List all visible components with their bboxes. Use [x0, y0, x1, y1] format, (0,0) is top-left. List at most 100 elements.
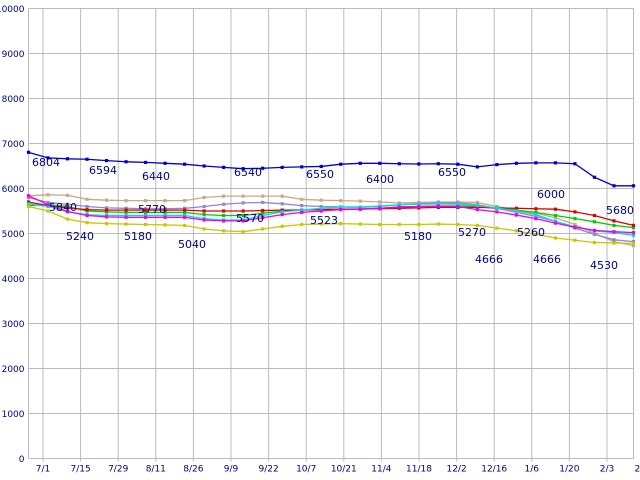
series-olive-marker — [456, 222, 460, 227]
y-tick-label: 5000 — [2, 230, 25, 240]
y-tick-label: 6000 — [2, 185, 25, 195]
x-tick-label: 7/1 — [36, 465, 50, 475]
series-red-marker — [592, 213, 597, 218]
series-red-marker — [261, 208, 265, 213]
series-cyan-marker — [183, 213, 187, 218]
series-lavender-marker — [319, 204, 323, 209]
series-olive-marker — [475, 223, 479, 227]
series-tan-path — [28, 194, 634, 247]
series-blue-marker — [495, 163, 499, 167]
series-blue-marker — [436, 162, 440, 166]
series-red-marker — [222, 209, 226, 213]
data-label: 5770 — [138, 203, 166, 216]
series-tan-marker — [475, 200, 479, 205]
x-tick-label: 2/3 — [600, 465, 614, 475]
series-tan-marker — [124, 199, 128, 203]
series-lavender-path — [28, 196, 634, 243]
data-label: 5180 — [404, 230, 432, 243]
series-olive-marker — [144, 222, 148, 227]
data-label: 5270 — [458, 226, 486, 239]
series-blue-marker — [163, 161, 167, 165]
x-tick-label: 8/11 — [146, 465, 166, 475]
series-red-marker — [85, 208, 89, 212]
data-label: 6440 — [142, 170, 170, 183]
series-magenta-marker — [534, 217, 538, 221]
x-tick-label: 12/16 — [481, 465, 507, 475]
x-tick-label: 9/22 — [258, 465, 278, 475]
series-blue-marker — [26, 150, 31, 154]
data-label: 5840 — [49, 201, 77, 214]
series-lavender-marker — [241, 201, 245, 205]
series-olive-marker — [397, 222, 401, 227]
y-tick-label: 4000 — [2, 275, 25, 285]
series-lavender-marker — [612, 238, 616, 242]
y-tick-label: 3000 — [2, 320, 25, 330]
series-tan-marker — [144, 199, 148, 203]
series-cyan-marker — [631, 233, 636, 237]
series-cyan-marker — [495, 206, 499, 210]
data-label: 5523 — [310, 214, 338, 227]
series-cyan-marker — [456, 202, 460, 206]
series-tan-marker — [319, 198, 323, 202]
series-magenta-marker — [456, 204, 460, 209]
series-cyan-marker — [319, 206, 323, 210]
series-green-marker — [592, 220, 597, 224]
series-blue-marker — [514, 161, 518, 165]
series-red-marker — [612, 219, 616, 223]
series-tan-marker — [222, 194, 226, 198]
series-olive-marker — [222, 229, 226, 233]
series-lavender-marker — [65, 202, 70, 206]
series-blue-marker — [124, 160, 128, 164]
series-tan-marker — [631, 244, 636, 248]
series-blue-marker — [222, 165, 226, 169]
series-magenta-marker — [104, 215, 109, 219]
series-tan-marker — [358, 199, 362, 203]
x-axis-tick-labels: 7/1 7/15 7/29 8/11 8/26 9/9 9/22 10/7 10/21 11/4 1… — [36, 458, 640, 475]
series-green-marker — [241, 213, 245, 218]
series-olive-marker — [104, 222, 109, 226]
series-lavender-marker — [183, 206, 187, 210]
series-magenta-marker — [85, 213, 89, 218]
series-red-marker — [475, 205, 479, 209]
series-red-marker — [534, 207, 538, 211]
series-magenta-marker — [592, 228, 597, 232]
series-tan-marker — [163, 199, 167, 203]
y-tick-label: 0 — [19, 455, 25, 465]
series-cyan-marker — [261, 213, 265, 218]
series-tan-marker — [104, 198, 109, 202]
series-green-marker — [163, 210, 167, 214]
series-cyan-marker — [514, 209, 518, 213]
series-red-path — [28, 201, 634, 227]
series-magenta-marker — [319, 209, 323, 213]
series-blue-marker — [85, 157, 89, 161]
series-magenta-marker — [475, 208, 479, 212]
series-tan-marker — [553, 216, 558, 220]
series-olive-marker — [65, 217, 70, 221]
series-blue-marker — [104, 159, 109, 163]
data-label: 6400 — [366, 173, 394, 186]
series-olive-marker — [124, 222, 128, 226]
series-blue-marker — [475, 165, 479, 169]
series-blue-marker — [358, 161, 362, 165]
series-cyan-marker — [436, 202, 440, 206]
series-cyan-marker — [475, 204, 479, 208]
series-red-marker — [280, 208, 284, 212]
series-blue-marker — [183, 162, 187, 166]
y-axis-tick-labels: 0 1000 2000 3000 4000 5000 6000 7000 8000 9000 100… — [0, 5, 25, 465]
series-green-marker — [553, 213, 558, 218]
series-olive-marker — [495, 226, 499, 230]
data-label: 5260 — [517, 226, 545, 239]
series-tan-marker — [65, 193, 70, 197]
series-cyan-marker — [378, 204, 382, 208]
series-red-marker — [553, 207, 558, 211]
series-blue-marker — [144, 160, 148, 164]
series-blue-marker — [261, 166, 265, 170]
series-lavender-marker — [124, 206, 128, 210]
series-green-marker — [202, 213, 206, 217]
series-red-marker — [202, 209, 206, 213]
series-tan-marker — [241, 194, 245, 198]
series-tan-marker — [397, 201, 401, 205]
series-magenta-marker — [436, 204, 440, 208]
series-red-marker — [65, 206, 70, 210]
series-cyan-marker — [46, 204, 50, 209]
